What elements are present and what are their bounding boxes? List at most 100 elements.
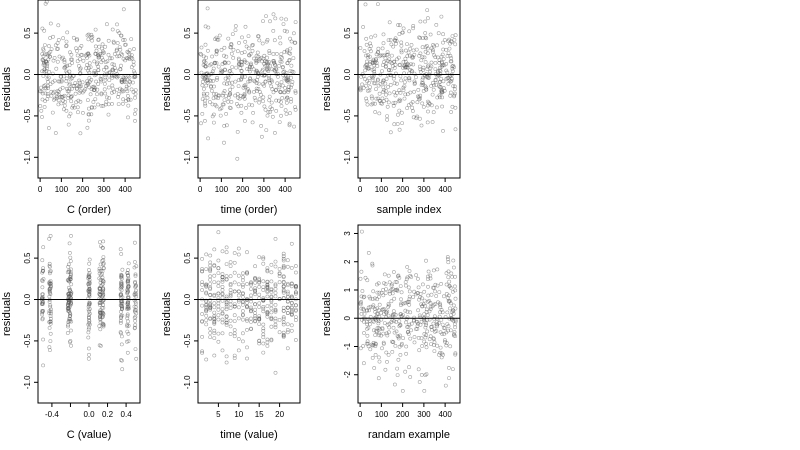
data-point bbox=[222, 60, 227, 65]
data-point bbox=[64, 79, 69, 84]
data-point bbox=[40, 310, 45, 315]
data-point bbox=[132, 265, 137, 270]
data-point bbox=[114, 68, 119, 73]
data-point bbox=[417, 313, 422, 318]
data-point bbox=[104, 65, 109, 70]
data-point bbox=[407, 29, 412, 34]
data-point bbox=[110, 90, 114, 95]
data-point bbox=[47, 236, 52, 241]
data-point bbox=[269, 262, 274, 267]
data-point bbox=[224, 245, 229, 250]
data-point bbox=[273, 322, 278, 327]
data-point bbox=[443, 339, 448, 344]
data-point bbox=[120, 334, 124, 339]
data-point bbox=[68, 81, 72, 86]
data-point bbox=[47, 44, 51, 48]
data-point bbox=[68, 50, 72, 55]
data-point bbox=[212, 315, 217, 320]
data-point bbox=[245, 317, 249, 322]
data-point bbox=[260, 73, 265, 78]
data-point bbox=[273, 309, 278, 314]
data-point bbox=[285, 330, 290, 335]
data-point bbox=[240, 309, 245, 313]
data-point bbox=[253, 311, 258, 316]
data-point bbox=[372, 296, 377, 301]
data-point bbox=[408, 46, 413, 51]
data-point bbox=[423, 373, 428, 378]
data-point bbox=[437, 68, 442, 73]
data-point bbox=[87, 315, 91, 320]
data-point bbox=[440, 52, 445, 57]
data-point bbox=[263, 79, 268, 84]
data-point bbox=[64, 44, 69, 49]
data-point bbox=[220, 275, 225, 280]
data-point bbox=[40, 270, 45, 275]
data-point bbox=[123, 58, 128, 63]
data-point bbox=[48, 331, 53, 336]
data-point bbox=[441, 128, 445, 133]
data-point bbox=[133, 119, 137, 123]
data-point bbox=[412, 340, 417, 345]
data-point bbox=[416, 335, 421, 340]
data-point bbox=[267, 51, 272, 56]
data-point bbox=[224, 302, 229, 307]
data-point bbox=[228, 281, 233, 286]
data-point bbox=[86, 112, 91, 117]
data-point bbox=[293, 318, 298, 323]
data-point bbox=[46, 75, 51, 80]
data-point bbox=[95, 92, 99, 97]
data-point bbox=[265, 288, 270, 293]
data-point bbox=[203, 103, 208, 108]
data-point bbox=[65, 331, 70, 335]
data-point bbox=[277, 280, 282, 285]
data-point bbox=[55, 41, 60, 46]
data-point bbox=[232, 356, 237, 361]
data-point bbox=[211, 120, 216, 125]
y-tick-label: -0.5 bbox=[23, 333, 32, 347]
data-point bbox=[48, 348, 52, 353]
y-tick-label: 0.0 bbox=[23, 293, 32, 305]
data-point bbox=[225, 78, 230, 83]
data-point bbox=[414, 47, 419, 52]
data-point bbox=[130, 56, 135, 61]
data-point bbox=[293, 20, 298, 25]
data-point bbox=[383, 291, 388, 296]
data-point bbox=[435, 267, 440, 272]
data-point bbox=[206, 25, 211, 30]
data-point bbox=[422, 289, 427, 294]
data-point bbox=[437, 93, 442, 98]
data-point bbox=[407, 322, 412, 327]
data-point bbox=[240, 59, 245, 64]
data-point bbox=[66, 324, 70, 329]
data-point bbox=[440, 322, 445, 327]
data-point bbox=[381, 85, 386, 90]
data-point bbox=[419, 123, 424, 128]
data-point bbox=[372, 72, 377, 76]
data-point bbox=[436, 73, 441, 78]
data-point bbox=[444, 47, 449, 52]
data-point bbox=[444, 282, 449, 287]
x-axis-title: sample index bbox=[377, 204, 442, 216]
data-point bbox=[126, 97, 131, 102]
data-point bbox=[232, 313, 237, 318]
data-point bbox=[78, 131, 83, 136]
data-point bbox=[119, 252, 124, 256]
data-point bbox=[433, 78, 438, 83]
data-point bbox=[281, 251, 286, 256]
data-point bbox=[409, 328, 414, 333]
data-point bbox=[437, 352, 441, 357]
data-point bbox=[226, 95, 231, 100]
data-point bbox=[204, 322, 209, 327]
data-point bbox=[420, 101, 425, 106]
data-point bbox=[268, 63, 272, 68]
data-point bbox=[424, 36, 429, 41]
data-point bbox=[214, 35, 219, 40]
data-point bbox=[437, 58, 442, 63]
data-point bbox=[389, 53, 394, 58]
data-point bbox=[277, 267, 282, 271]
data-point bbox=[425, 8, 430, 13]
data-point bbox=[365, 278, 370, 283]
data-point bbox=[390, 349, 395, 354]
data-point bbox=[119, 63, 123, 68]
data-point bbox=[68, 318, 73, 323]
